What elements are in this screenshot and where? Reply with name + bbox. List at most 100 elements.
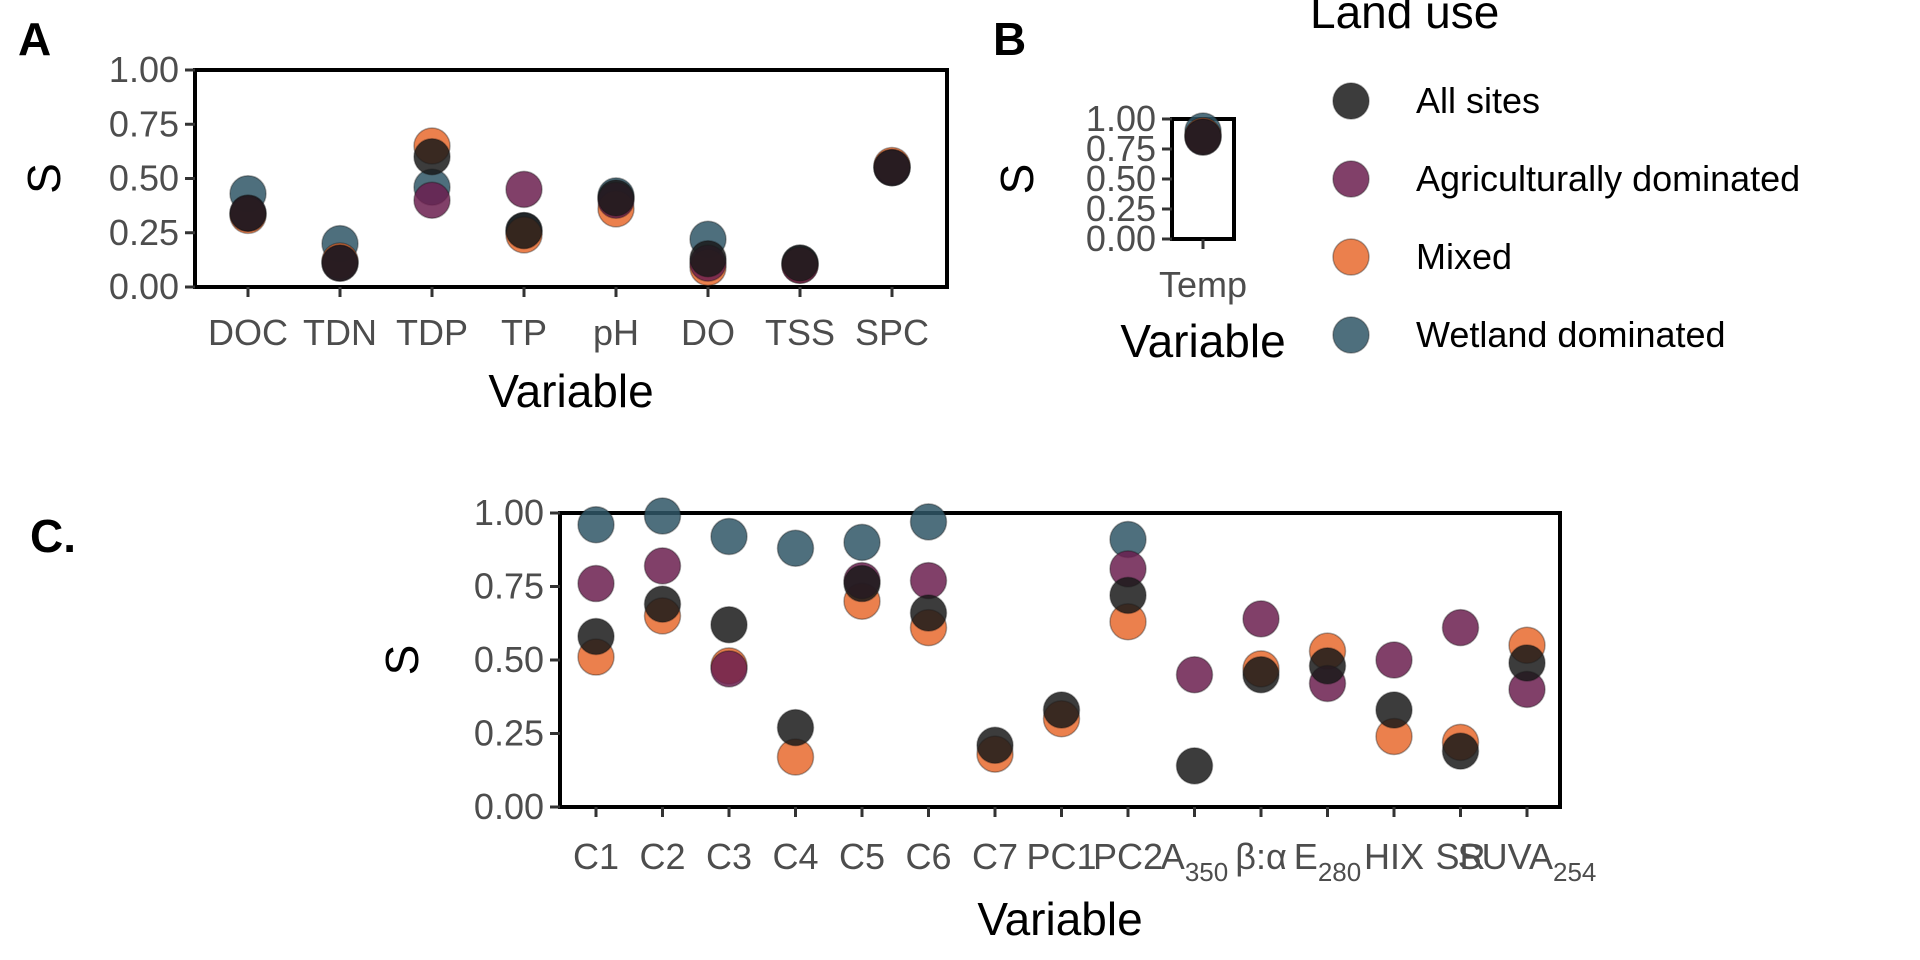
y-tick-label: 0.00 bbox=[1086, 218, 1156, 259]
data-point bbox=[321, 244, 359, 282]
panel-c: C. 0.00 0.25 0.50 0.75 1.00 S C1 C2 C3 C4 C5 C6 C7 PC1… bbox=[30, 492, 1596, 945]
data-point bbox=[643, 497, 682, 535]
x-tick-label: C6 bbox=[905, 836, 951, 877]
y-axis-title: S bbox=[376, 645, 428, 676]
data-point bbox=[873, 148, 911, 187]
data-point bbox=[505, 170, 543, 209]
data-point bbox=[1042, 691, 1081, 729]
data-point bbox=[781, 244, 819, 282]
data-point bbox=[1308, 647, 1347, 685]
legend-label: All sites bbox=[1416, 80, 1540, 121]
data-point bbox=[643, 585, 682, 623]
x-tick-label: C4 bbox=[772, 836, 818, 877]
data-point bbox=[1441, 732, 1480, 770]
y-tick-label: 1.00 bbox=[474, 492, 544, 533]
y-axis-title: S bbox=[18, 163, 70, 194]
data-point bbox=[909, 594, 948, 632]
data-point bbox=[776, 708, 815, 747]
data-point bbox=[689, 240, 727, 278]
y-tick-label: 0.00 bbox=[474, 786, 544, 827]
panel-border bbox=[193, 68, 949, 289]
panel-letter: A bbox=[18, 13, 51, 65]
y-tick-label: 1.00 bbox=[1086, 98, 1156, 139]
data-point bbox=[710, 517, 748, 556]
x-tick-label: C1 bbox=[573, 836, 619, 877]
data-point bbox=[1375, 641, 1413, 679]
x-axis-title: Variable bbox=[977, 893, 1142, 945]
data-point bbox=[843, 564, 881, 603]
legend-label: Agriculturally dominated bbox=[1416, 158, 1800, 199]
x-axis-title: Variable bbox=[1120, 315, 1285, 367]
data-point bbox=[577, 564, 615, 603]
x-tick-label: HIX bbox=[1364, 836, 1424, 877]
y-tick-label: 0.50 bbox=[1086, 158, 1156, 199]
data-point bbox=[597, 179, 635, 217]
x-tick-label: TP bbox=[501, 312, 547, 353]
legend-swatch bbox=[1332, 82, 1370, 120]
y-tick-label: 0.25 bbox=[474, 713, 544, 754]
x-tick-label: β:α bbox=[1235, 836, 1287, 877]
legend: Land use All sites Agriculturally dominate… bbox=[1310, 0, 1800, 355]
x-tick-label: A350 bbox=[1161, 836, 1228, 887]
data-point bbox=[1441, 608, 1480, 647]
data-point bbox=[710, 605, 748, 644]
y-tick-label: 0.75 bbox=[474, 566, 544, 607]
data-point bbox=[1109, 576, 1147, 615]
x-tick-label: C7 bbox=[972, 836, 1018, 877]
x-tick-label: C5 bbox=[839, 836, 885, 877]
x-tick-label: DOC bbox=[208, 312, 288, 353]
panel-letter: C. bbox=[30, 510, 76, 562]
x-axis-title: Variable bbox=[488, 365, 653, 417]
data-point bbox=[229, 194, 267, 232]
x-tick-label: SUVA254 bbox=[1458, 836, 1597, 887]
data-point bbox=[1508, 644, 1546, 682]
y-tick-label: 1.00 bbox=[109, 49, 179, 90]
data-point bbox=[1375, 691, 1413, 729]
y-tick-label: 0.00 bbox=[109, 266, 179, 307]
data-point bbox=[1175, 747, 1214, 785]
data-point bbox=[1184, 118, 1222, 156]
panel-a: A 0.00 0.25 0.50 0.75 1.00 S DOC TDN TDP TP pH DO TSS… bbox=[18, 13, 949, 417]
x-tick-label: TDN bbox=[303, 312, 377, 353]
data-point bbox=[577, 617, 615, 656]
x-tick-label: pH bbox=[593, 312, 639, 353]
y-axis-title: S bbox=[991, 164, 1043, 195]
x-tick-label: SPC bbox=[855, 312, 929, 353]
legend-title: Land use bbox=[1310, 0, 1499, 38]
data-point bbox=[413, 181, 451, 219]
y-tick-label: 0.50 bbox=[109, 158, 179, 199]
x-tick-label: E280 bbox=[1294, 836, 1361, 887]
y-tick-label: 0.75 bbox=[109, 103, 179, 144]
x-tick-label: Temp bbox=[1159, 264, 1247, 305]
data-point bbox=[643, 547, 682, 585]
data-point bbox=[776, 529, 815, 568]
x-tick-label: DO bbox=[681, 312, 735, 353]
legend-label: Wetland dominated bbox=[1416, 314, 1726, 355]
y-tick-label: 0.25 bbox=[109, 212, 179, 253]
y-tick-label: 0.75 bbox=[1086, 128, 1156, 169]
x-tick-label: C3 bbox=[706, 836, 752, 877]
panel-b: B 0.000.250.500.751.00 S Temp Variable bbox=[991, 13, 1286, 367]
x-tick-label: PC2 bbox=[1093, 836, 1163, 877]
panel-letter: B bbox=[993, 13, 1026, 65]
x-tick-label: PC1 bbox=[1026, 836, 1096, 877]
data-point bbox=[710, 650, 748, 688]
y-tick-label: 0.25 bbox=[1086, 188, 1156, 229]
data-point bbox=[1242, 600, 1280, 638]
data-point bbox=[413, 138, 451, 176]
legend-swatch bbox=[1332, 238, 1370, 276]
x-tick-label: TDP bbox=[396, 312, 468, 353]
data-point bbox=[577, 506, 615, 544]
x-tick-label: TSS bbox=[765, 312, 835, 353]
x-tick-label: SR bbox=[1435, 836, 1485, 877]
legend-label: Mixed bbox=[1416, 236, 1512, 277]
data-point bbox=[976, 726, 1014, 765]
x-tick-label: C2 bbox=[639, 836, 685, 877]
legend-swatch bbox=[1332, 316, 1370, 354]
data-point bbox=[843, 523, 881, 562]
data-point bbox=[505, 211, 543, 250]
data-point bbox=[909, 503, 948, 541]
legend-swatch bbox=[1332, 160, 1370, 198]
data-point bbox=[909, 561, 948, 600]
data-point bbox=[1242, 655, 1280, 694]
